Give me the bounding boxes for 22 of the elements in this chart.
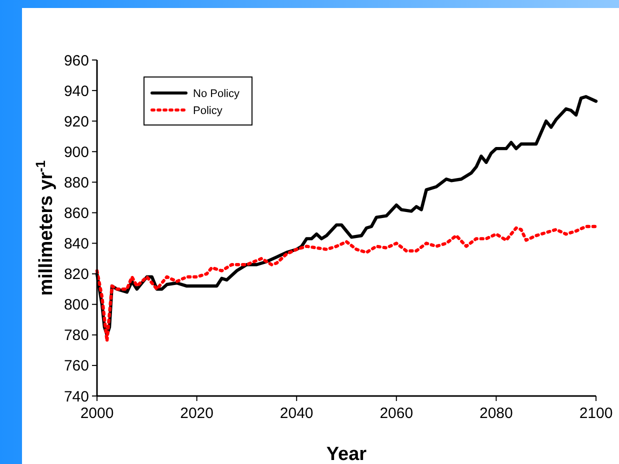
- y-tick-label: 780: [64, 327, 89, 344]
- x-tick-label: 2080: [480, 405, 513, 422]
- y-tick-label: 820: [64, 266, 89, 284]
- y-tick-label: 740: [64, 388, 89, 406]
- y-tick-label: 840: [64, 236, 89, 253]
- y-tick-label: 880: [64, 174, 89, 192]
- legend-label: Policy: [193, 104, 223, 117]
- x-axis-title: Year: [326, 444, 368, 464]
- y-tick-label: 760: [64, 358, 89, 375]
- y-tick-label: 900: [64, 144, 89, 161]
- line-series: [95, 224, 598, 343]
- y-tick-label: 860: [64, 204, 89, 222]
- y-tick-label: 920: [64, 113, 89, 130]
- y-tick-label: 800: [64, 296, 89, 314]
- x-tick-label: 2060: [380, 405, 414, 422]
- x-tick-label: 2000: [80, 405, 114, 422]
- legend-label: No Policy: [193, 88, 240, 100]
- x-tick-label: 2100: [579, 405, 613, 422]
- x-tick-label: 2020: [180, 405, 214, 422]
- x-tick-label: 2040: [280, 405, 314, 422]
- y-tick-label: 940: [64, 82, 89, 100]
- y-tick-label: 960: [64, 52, 89, 70]
